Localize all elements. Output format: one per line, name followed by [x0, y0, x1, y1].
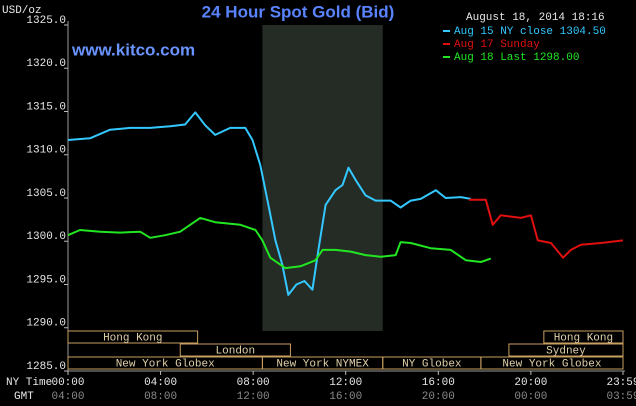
x-tick-label: 16:00	[422, 377, 455, 389]
session-label: London	[216, 345, 256, 357]
x-tick-label: 00:00	[51, 377, 84, 389]
y-tick-label: 1290.0	[26, 318, 66, 330]
y-tick-label: 1325.0	[26, 15, 66, 27]
legend-label: Aug 17 Sunday	[454, 39, 540, 51]
session-label: New York NYMEX	[276, 358, 369, 370]
session-label: New York Globex	[502, 358, 601, 370]
timestamp: August 18, 2014 18:16	[466, 12, 605, 24]
session-label: NY Globex	[402, 358, 462, 370]
x2-tick-label: 12:00	[237, 391, 270, 403]
series-line	[468, 198, 624, 259]
watermark: www.kitco.com	[71, 40, 195, 59]
x-tick-label: 04:00	[144, 377, 177, 389]
session-label: New York Globex	[116, 358, 215, 370]
x-tick-label: 12:00	[329, 377, 362, 389]
session-label: Hong Kong	[103, 332, 162, 344]
x2-axis-label: GMT	[14, 391, 34, 403]
session-label: Hong Kong	[554, 332, 613, 344]
legend-label: Aug 15 NY close 1304.50	[454, 26, 606, 38]
x-tick-label: 23:59	[606, 377, 636, 389]
session-box	[179, 343, 291, 357]
x2-tick-label: 08:00	[144, 391, 177, 403]
series-line	[67, 111, 471, 296]
y-tick-label: 1310.0	[26, 145, 66, 157]
y-tick-label: 1315.0	[26, 101, 66, 113]
chart-title: 24 Hour Spot Gold (Bid)	[202, 2, 395, 21]
legend-label: Aug 18 Last 1298.00	[454, 52, 579, 64]
y-tick-label: 1285.0	[26, 361, 66, 373]
y-tick-label: 1295.0	[26, 274, 66, 286]
x-axis-label: NY Time	[6, 377, 52, 389]
x-tick-label: 08:00	[237, 377, 270, 389]
y-tick-label: 1305.0	[26, 188, 66, 200]
y-axis-label: USD/oz	[2, 5, 42, 17]
x2-tick-label: 03:59	[606, 391, 636, 403]
session-box	[480, 356, 624, 370]
y-tick-label: 1300.0	[26, 231, 66, 243]
y-tick-label: 1320.0	[26, 58, 66, 70]
x-tick-label: 20:00	[514, 377, 547, 389]
session-box	[508, 343, 624, 357]
session-box	[67, 330, 199, 344]
session-label: Sydney	[546, 345, 586, 357]
shaded-range	[262, 25, 383, 331]
x2-tick-label: 20:00	[422, 391, 455, 403]
series-line	[67, 216, 492, 270]
session-box	[543, 330, 624, 344]
x2-tick-label: 04:00	[51, 391, 84, 403]
x2-tick-label: 16:00	[329, 391, 362, 403]
x2-tick-label: 00:00	[514, 391, 547, 403]
